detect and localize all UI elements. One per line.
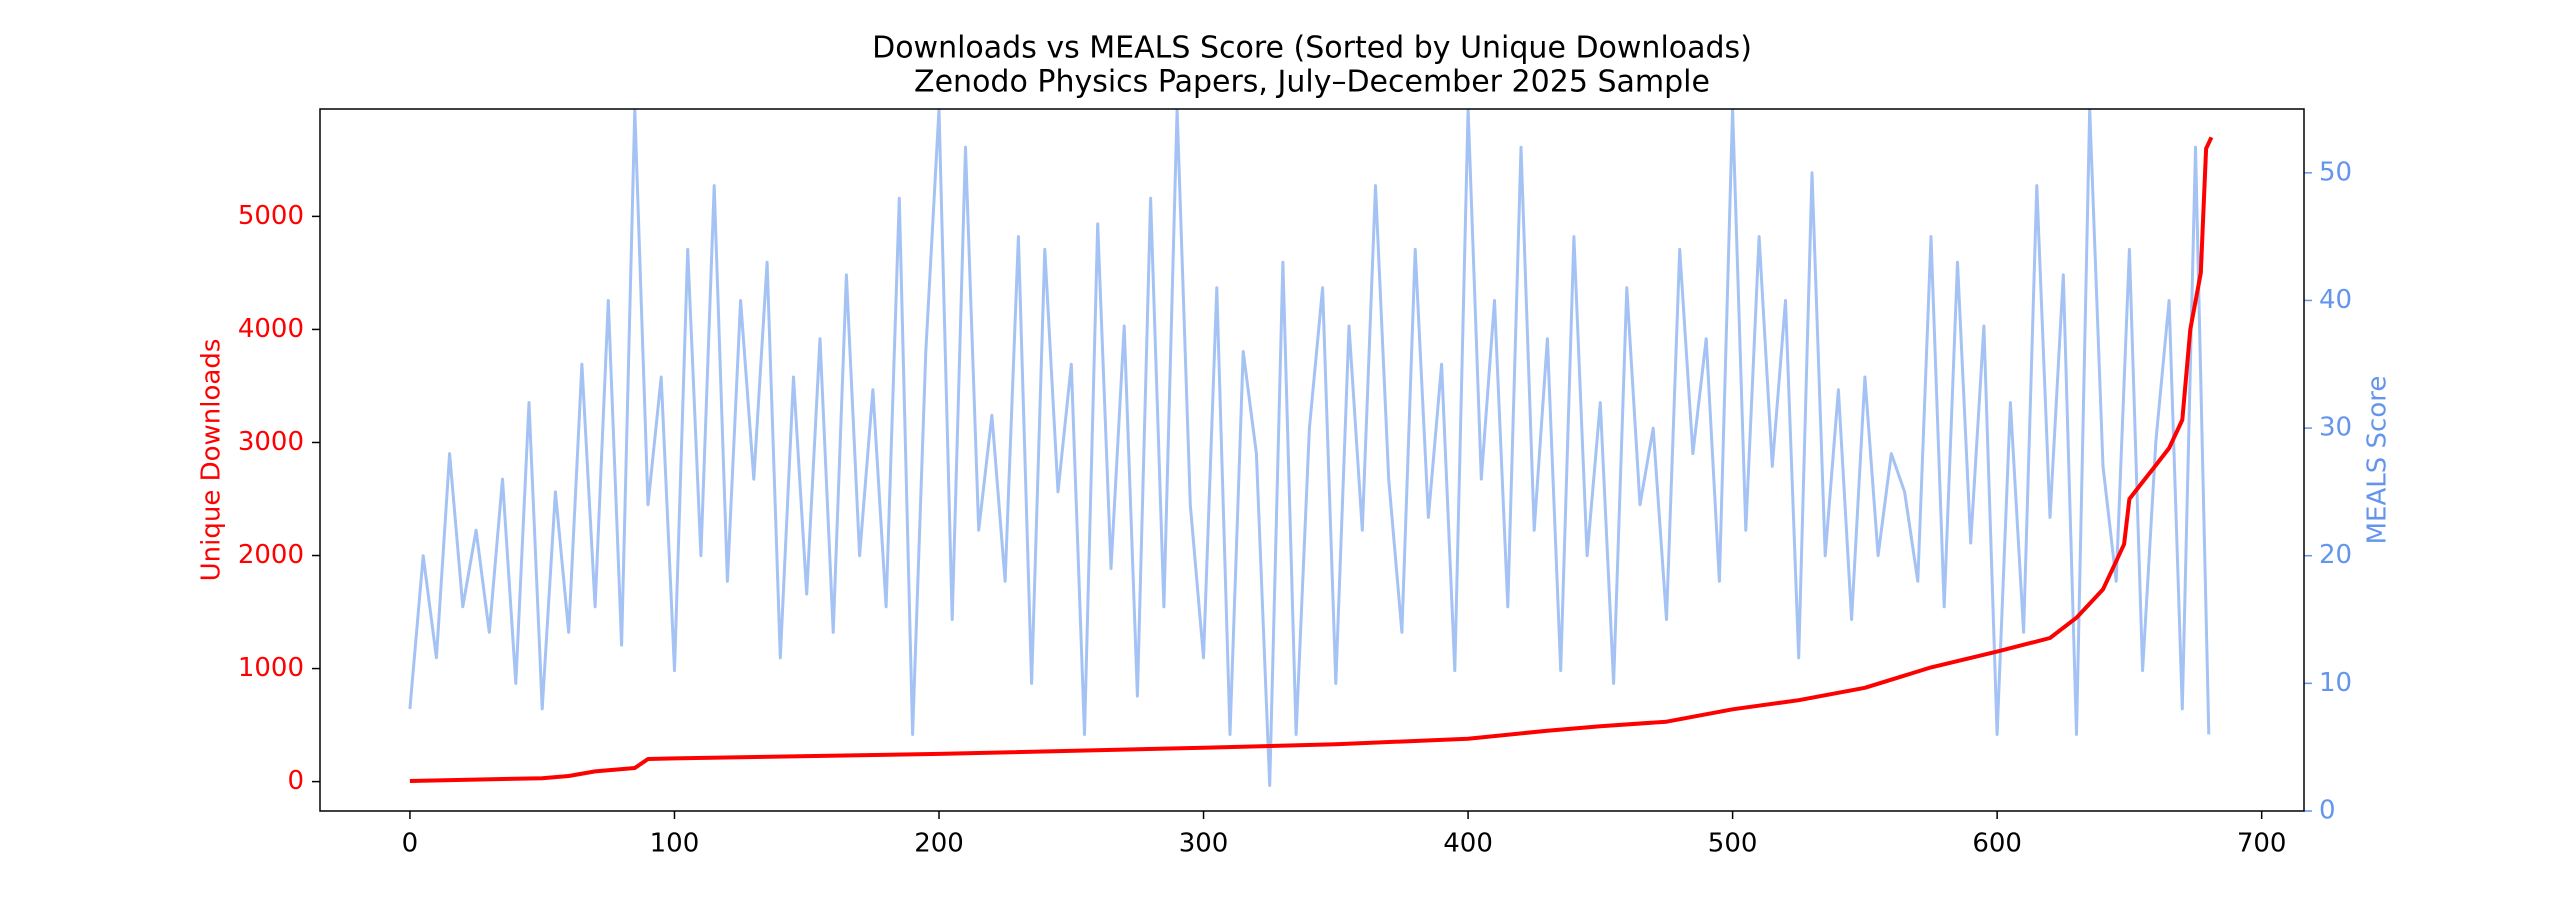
y2-tick-label: 0 — [2319, 796, 2336, 826]
y2-tick-label: 30 — [2319, 413, 2352, 443]
x-tick-label: 700 — [2237, 829, 2287, 859]
x-tick-label: 600 — [1972, 829, 2022, 859]
y-tick-label: 1000 — [238, 653, 304, 683]
plot-area — [408, 109, 2214, 787]
x-tick-label: 400 — [1443, 829, 1493, 859]
y2-tick-label: 10 — [2319, 668, 2352, 698]
y-tick-label: 2000 — [238, 540, 304, 570]
x-tick-label: 500 — [1708, 829, 1758, 859]
x-tick-label: 300 — [1179, 829, 1229, 859]
y-tick-label: 5000 — [238, 201, 304, 231]
x-tick-label: 100 — [650, 829, 700, 859]
y2-axis-label: MEALS Score — [2363, 376, 2393, 545]
data-line — [409, 136, 2214, 783]
y-tick-label: 3000 — [238, 427, 304, 457]
y-tick-label: 4000 — [238, 314, 304, 344]
y2-tick-label: 50 — [2319, 157, 2352, 187]
chart-subtitle: Zenodo Physics Papers, July–December 202… — [914, 65, 1710, 100]
y-axis-label: Unique Downloads — [197, 339, 227, 582]
chart-title: Downloads vs MEALS Score (Sorted by Uniq… — [872, 31, 1752, 66]
plot-frame — [319, 108, 2305, 812]
x-tick-label: 200 — [914, 829, 964, 859]
x-tick-label: 0 — [402, 829, 419, 859]
y2-tick-label: 20 — [2319, 540, 2352, 570]
y-tick-label: 0 — [287, 766, 304, 796]
data-line — [408, 109, 2211, 787]
y2-tick-label: 40 — [2319, 285, 2352, 315]
